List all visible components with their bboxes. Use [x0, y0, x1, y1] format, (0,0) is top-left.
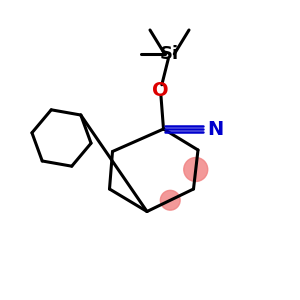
Text: N: N — [207, 119, 223, 139]
Text: O: O — [152, 80, 169, 100]
Text: Si: Si — [160, 45, 179, 63]
Circle shape — [160, 190, 180, 210]
Circle shape — [184, 158, 208, 182]
